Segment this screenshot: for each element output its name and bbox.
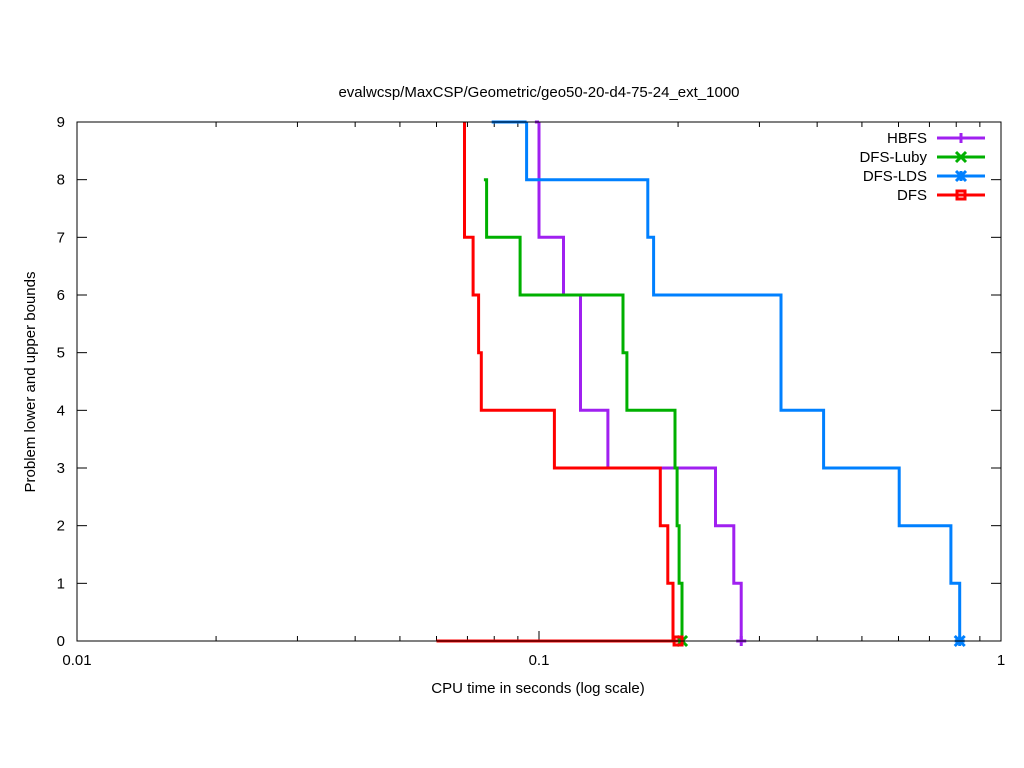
y-axis-label: Problem lower and upper bounds xyxy=(22,272,39,493)
plot-frame xyxy=(76,121,1002,642)
legend-label-dfs: DFS xyxy=(897,187,927,204)
legend-marker-dfs-lds xyxy=(954,169,968,183)
legend-marker-dfs xyxy=(955,189,967,201)
dfs-lds-upper-bound-line xyxy=(525,122,962,641)
y-tick-label: 5 xyxy=(57,345,65,362)
y-tick-label: 6 xyxy=(57,287,65,304)
x-tick-label: 0.1 xyxy=(529,652,550,669)
y-tick-label: 3 xyxy=(57,460,65,477)
y-tick-label: 2 xyxy=(57,518,65,535)
legend-marker-hbfs xyxy=(956,133,966,143)
legend-label-dfs-lds: DFS-LDS xyxy=(863,168,927,185)
y-tick-label: 8 xyxy=(57,172,65,189)
dfs-upper-bound-line xyxy=(463,122,679,643)
chart-title: evalwcsp/MaxCSP/Geometric/geo50-20-d4-75… xyxy=(338,84,739,101)
legend-label-hbfs: HBFS xyxy=(887,130,927,147)
dfs-luby-upper-bound-line xyxy=(483,178,684,641)
y-tick-label: 0 xyxy=(57,633,65,650)
y-tick-label: 7 xyxy=(57,229,65,246)
legend-marker-dfs-luby xyxy=(954,150,968,164)
x-tick-label: 0.01 xyxy=(62,652,91,669)
legend-label-dfs-luby: DFS-Luby xyxy=(859,149,927,166)
hbfs-upper-bound-line xyxy=(537,122,743,641)
y-tick-label: 4 xyxy=(57,402,65,419)
x-tick-label: 1 xyxy=(997,652,1005,669)
x-axis-label: CPU time in seconds (log scale) xyxy=(431,680,644,697)
y-tick-label: 9 xyxy=(57,114,65,131)
legend: HBFS DFS-Luby DFS-LDS DFS xyxy=(859,130,985,204)
y-tick-label: 1 xyxy=(57,575,65,592)
